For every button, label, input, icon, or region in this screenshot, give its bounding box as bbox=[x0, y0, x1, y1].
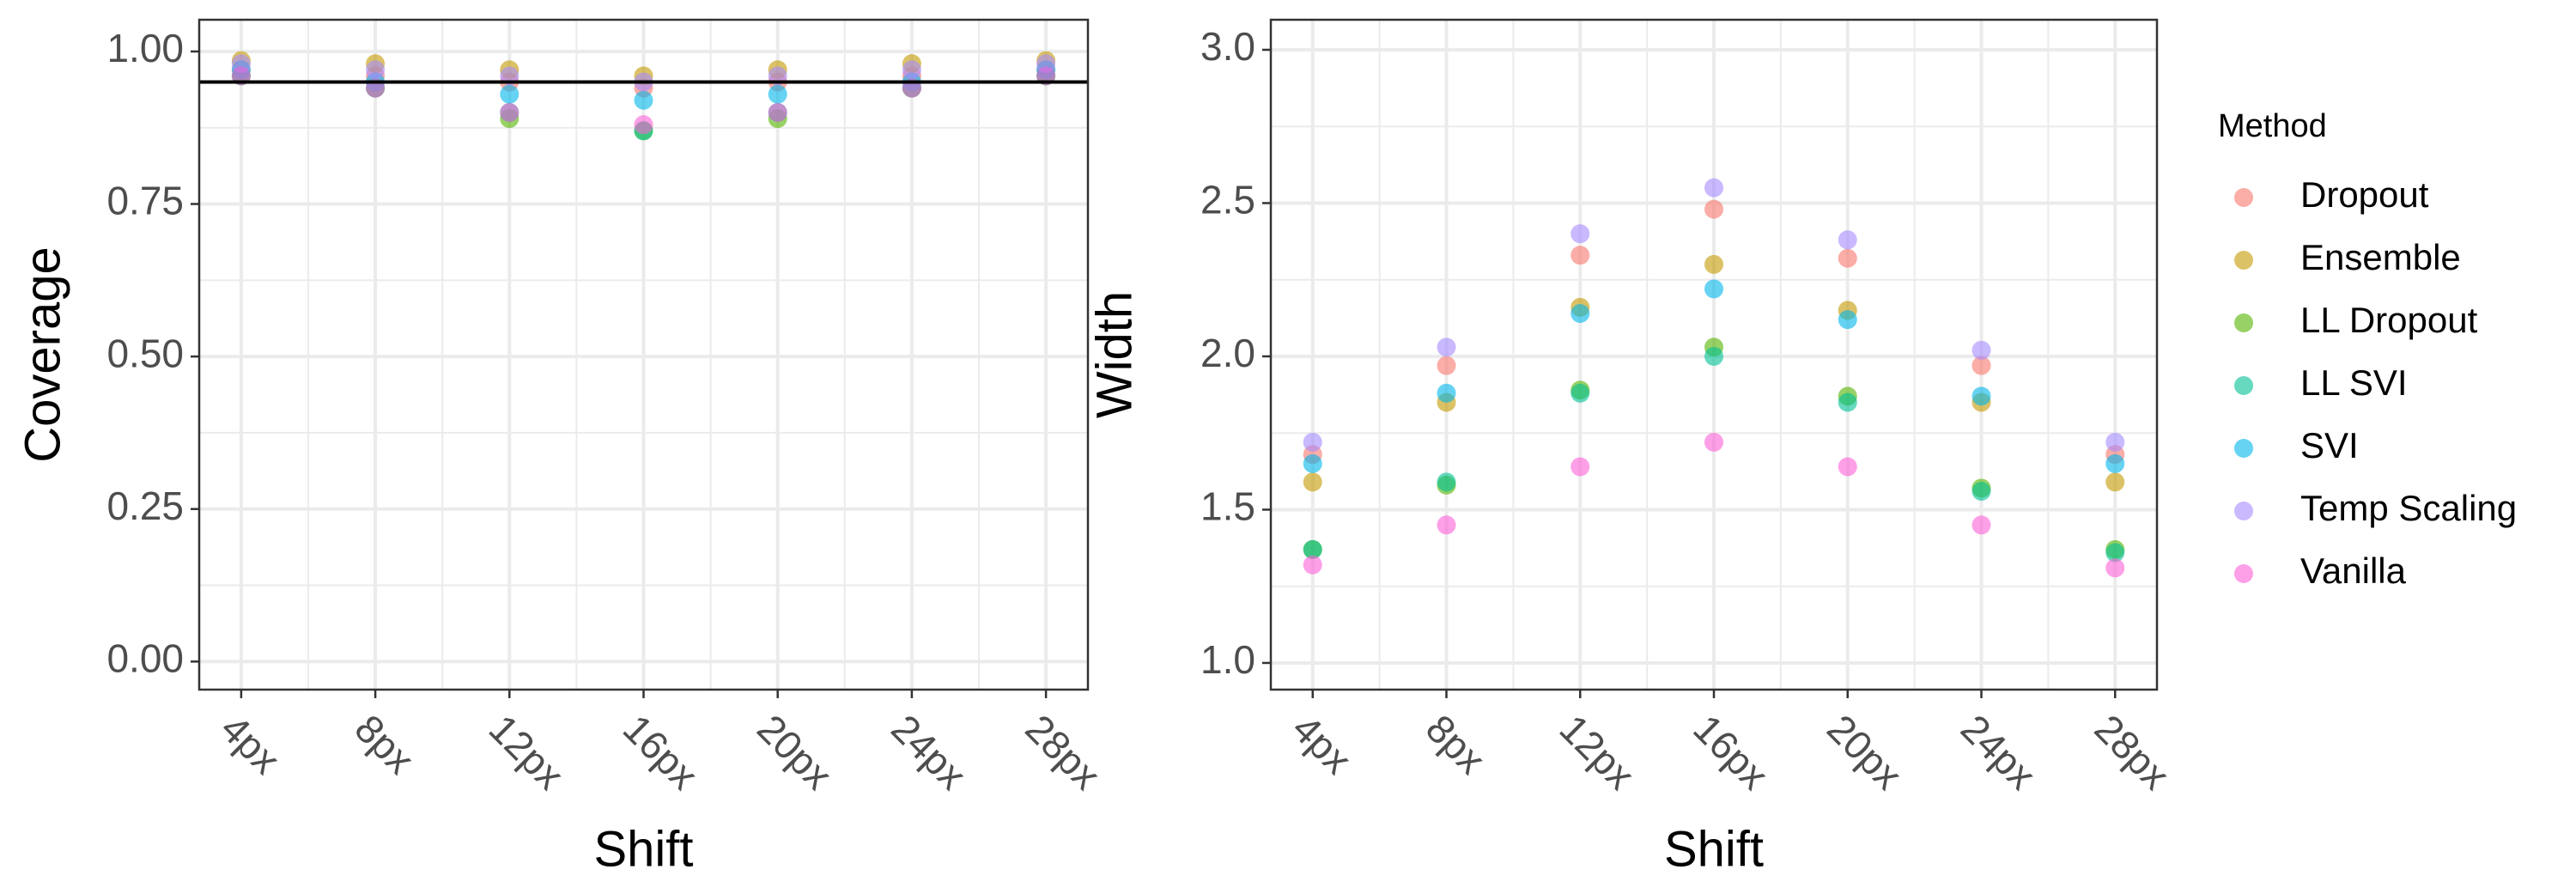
point bbox=[1437, 338, 1456, 357]
y-tick-label: 0.50 bbox=[106, 331, 184, 375]
point bbox=[2105, 558, 2125, 578]
legend-marker bbox=[2234, 376, 2253, 395]
point bbox=[1838, 392, 1857, 412]
point bbox=[2105, 432, 2125, 452]
point bbox=[1437, 383, 1456, 403]
point bbox=[1571, 457, 1590, 477]
point bbox=[1437, 356, 1456, 375]
x-tick-label: 12px bbox=[481, 706, 573, 798]
point bbox=[1571, 383, 1590, 403]
point bbox=[1971, 386, 1991, 406]
y-tick-label: 0.00 bbox=[106, 636, 184, 680]
point bbox=[1303, 453, 1322, 473]
point bbox=[1571, 303, 1590, 323]
point bbox=[1971, 356, 1991, 375]
legend-label: LL SVI bbox=[2300, 362, 2408, 403]
point bbox=[1437, 472, 1456, 492]
y-tick-label: 1.00 bbox=[106, 26, 184, 70]
point bbox=[1838, 248, 1857, 268]
point bbox=[1303, 539, 1322, 559]
point bbox=[1838, 230, 1857, 250]
legend-marker bbox=[2234, 188, 2253, 207]
legend-marker bbox=[2234, 439, 2253, 458]
x-tick-label: 28px bbox=[2087, 706, 2178, 798]
x-tick-label: 28px bbox=[1017, 706, 1109, 798]
point bbox=[1303, 432, 1322, 452]
point bbox=[1971, 515, 1991, 535]
x-tick-label: 16px bbox=[615, 706, 707, 798]
point bbox=[1838, 310, 1857, 330]
y-axis-title: Coverage bbox=[15, 246, 70, 462]
legend-marker bbox=[2234, 564, 2253, 583]
y-tick-label: 1.5 bbox=[1200, 484, 1255, 529]
legend-label: SVI bbox=[2300, 425, 2359, 465]
point bbox=[500, 84, 519, 104]
point bbox=[366, 60, 386, 80]
legend-label: Dropout bbox=[2300, 174, 2429, 215]
legend-label: Vanilla bbox=[2300, 550, 2407, 591]
plot-border bbox=[197, 18, 1090, 691]
point bbox=[1704, 432, 1723, 452]
legend-title: Method bbox=[2218, 108, 2327, 144]
x-tick-label: 8px bbox=[346, 706, 422, 782]
x-tick-label: 20px bbox=[1819, 706, 1911, 798]
x-tick-label: 16px bbox=[1685, 706, 1777, 798]
point bbox=[2105, 472, 2125, 492]
x-tick-label: 12px bbox=[1552, 706, 1643, 798]
point bbox=[1704, 346, 1723, 366]
point bbox=[500, 102, 519, 122]
y-tick-label: 2.5 bbox=[1200, 178, 1255, 222]
plot-border bbox=[1269, 18, 2159, 691]
y-axis-title: Width bbox=[1086, 291, 1142, 418]
point bbox=[2105, 453, 2125, 473]
x-tick-label: 4px bbox=[1284, 706, 1360, 782]
legend-label: Temp Scaling bbox=[2300, 488, 2517, 528]
x-axis-title: Shift bbox=[1664, 821, 1764, 877]
x-tick-label: 24px bbox=[883, 706, 975, 798]
point bbox=[1971, 482, 1991, 502]
point bbox=[1971, 340, 1991, 360]
x-tick-label: 20px bbox=[749, 706, 841, 798]
y-tick-label: 3.0 bbox=[1200, 24, 1255, 69]
point bbox=[1303, 472, 1322, 492]
x-tick-label: 8px bbox=[1418, 706, 1494, 782]
point bbox=[1838, 457, 1857, 477]
legend-label: LL Dropout bbox=[2300, 300, 2478, 340]
y-tick-label: 2.0 bbox=[1200, 331, 1255, 375]
point bbox=[1571, 224, 1590, 244]
legend-marker bbox=[2234, 251, 2253, 270]
point bbox=[1704, 199, 1723, 219]
legend-label: Ensemble bbox=[2300, 237, 2461, 277]
point bbox=[1704, 178, 1723, 198]
legend-marker bbox=[2234, 502, 2253, 520]
y-tick-label: 0.75 bbox=[106, 179, 184, 223]
x-tick-label: 4px bbox=[212, 706, 289, 782]
x-axis-title: Shift bbox=[593, 821, 693, 877]
x-tick-label: 24px bbox=[1953, 706, 2044, 798]
point bbox=[1704, 279, 1723, 299]
point bbox=[1571, 246, 1590, 265]
point bbox=[768, 84, 787, 104]
y-tick-label: 0.25 bbox=[106, 483, 184, 528]
point bbox=[768, 102, 787, 122]
point bbox=[1437, 515, 1456, 535]
point bbox=[634, 115, 653, 135]
point bbox=[2105, 543, 2125, 563]
point bbox=[1303, 555, 1322, 575]
point bbox=[1704, 254, 1723, 274]
legend-marker bbox=[2234, 313, 2253, 332]
y-tick-label: 1.0 bbox=[1200, 637, 1255, 682]
point bbox=[902, 60, 921, 80]
point bbox=[634, 90, 653, 110]
